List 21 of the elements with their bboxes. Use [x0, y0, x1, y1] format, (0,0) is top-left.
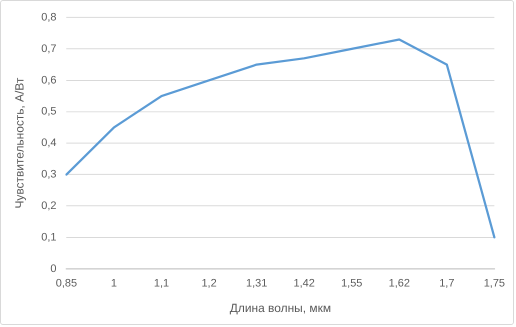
y-tick-label: 0,2	[41, 200, 56, 212]
y-axis-title: Чувствительность, А/Вт	[12, 77, 26, 209]
x-tick-label: 1,55	[341, 277, 362, 290]
y-tick-label: 0,1	[41, 231, 56, 244]
y-tick-label: 0,3	[41, 168, 56, 181]
x-tick-label: 1,31	[246, 277, 268, 290]
x-tick-label: 1,1	[154, 277, 170, 290]
y-tick-label: 0,8	[41, 12, 56, 24]
y-tick-label: 0	[50, 262, 56, 275]
x-tick-label: 0,85	[56, 277, 78, 290]
x-tick-label: 1,75	[484, 277, 506, 290]
y-tick-label: 0,4	[41, 137, 56, 150]
y-tick-label: 0,5	[41, 106, 56, 118]
y-tick-label: 0,6	[41, 74, 56, 86]
x-tick-label: 1,42	[294, 277, 315, 290]
x-tick-label: 1	[110, 277, 118, 290]
x-tick-label: 1,7	[439, 277, 454, 290]
x-tick-label: 1,2	[201, 277, 217, 290]
x-axis-title: Длина волны, мкм	[230, 301, 332, 316]
y-tick-label: 0,7	[41, 42, 56, 55]
x-tick-label: 1,62	[388, 277, 410, 290]
